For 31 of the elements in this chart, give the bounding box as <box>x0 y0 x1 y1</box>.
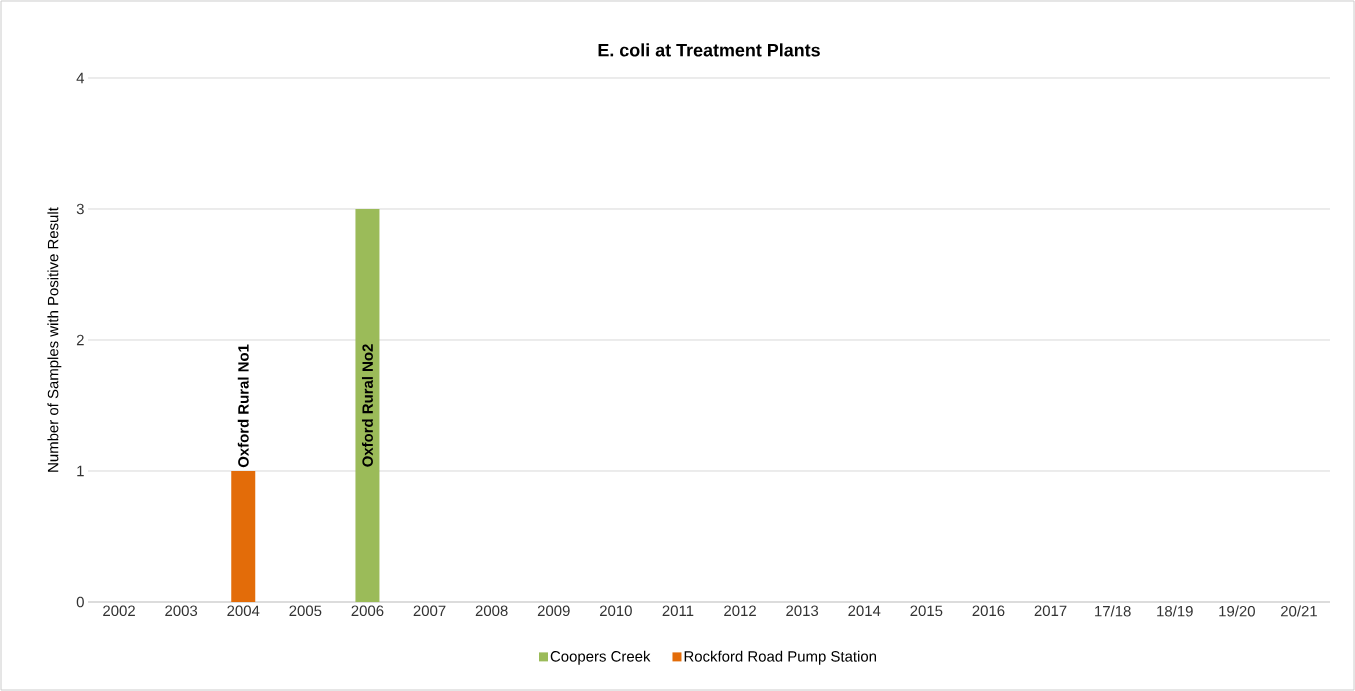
y-tick-label: 2 <box>76 334 84 346</box>
legend-label: Coopers Creek <box>550 650 651 665</box>
x-tick-label: 19/20 <box>1219 605 1255 617</box>
x-tick-label: 18/19 <box>1157 605 1193 617</box>
x-tick-label: 20/21 <box>1281 605 1317 617</box>
y-tick-label: 4 <box>76 72 85 84</box>
y-tick-label: 1 <box>77 465 84 477</box>
x-tick-label: 2013 <box>786 605 819 617</box>
annotation: Oxford Rural No2 <box>361 344 373 467</box>
x-tick-label: 2008 <box>475 605 508 617</box>
y-tick-label: 0 <box>76 596 84 608</box>
chart-title: E. coli at Treatment Plants <box>598 43 820 57</box>
legend-label: Rockford Road Pump Station <box>684 650 877 665</box>
y-axis-title: Number of Samples with Positive Result <box>47 207 62 472</box>
x-tick-label: 2007 <box>413 605 446 617</box>
annotation: Oxford Rural No1 <box>237 344 249 468</box>
x-tick-label: 2011 <box>662 605 694 617</box>
x-tick-label: 2014 <box>848 605 881 617</box>
x-tick-label: 2004 <box>227 605 260 617</box>
x-tick-label: 2003 <box>165 605 198 617</box>
x-tick-label: 2015 <box>910 605 943 617</box>
x-tick-label: 17/18 <box>1095 605 1131 617</box>
x-tick-label: 2012 <box>724 605 756 617</box>
y-tick-label: 3 <box>76 203 84 215</box>
x-tick-label: 2006 <box>351 605 384 617</box>
x-tick-label: 2010 <box>599 605 632 617</box>
x-tick-label: 2005 <box>289 605 322 617</box>
x-tick-label: 2017 <box>1034 605 1067 617</box>
x-tick-label: 2009 <box>537 605 570 617</box>
x-tick-label: 2002 <box>103 605 135 617</box>
x-tick-label: 2016 <box>972 605 1005 617</box>
